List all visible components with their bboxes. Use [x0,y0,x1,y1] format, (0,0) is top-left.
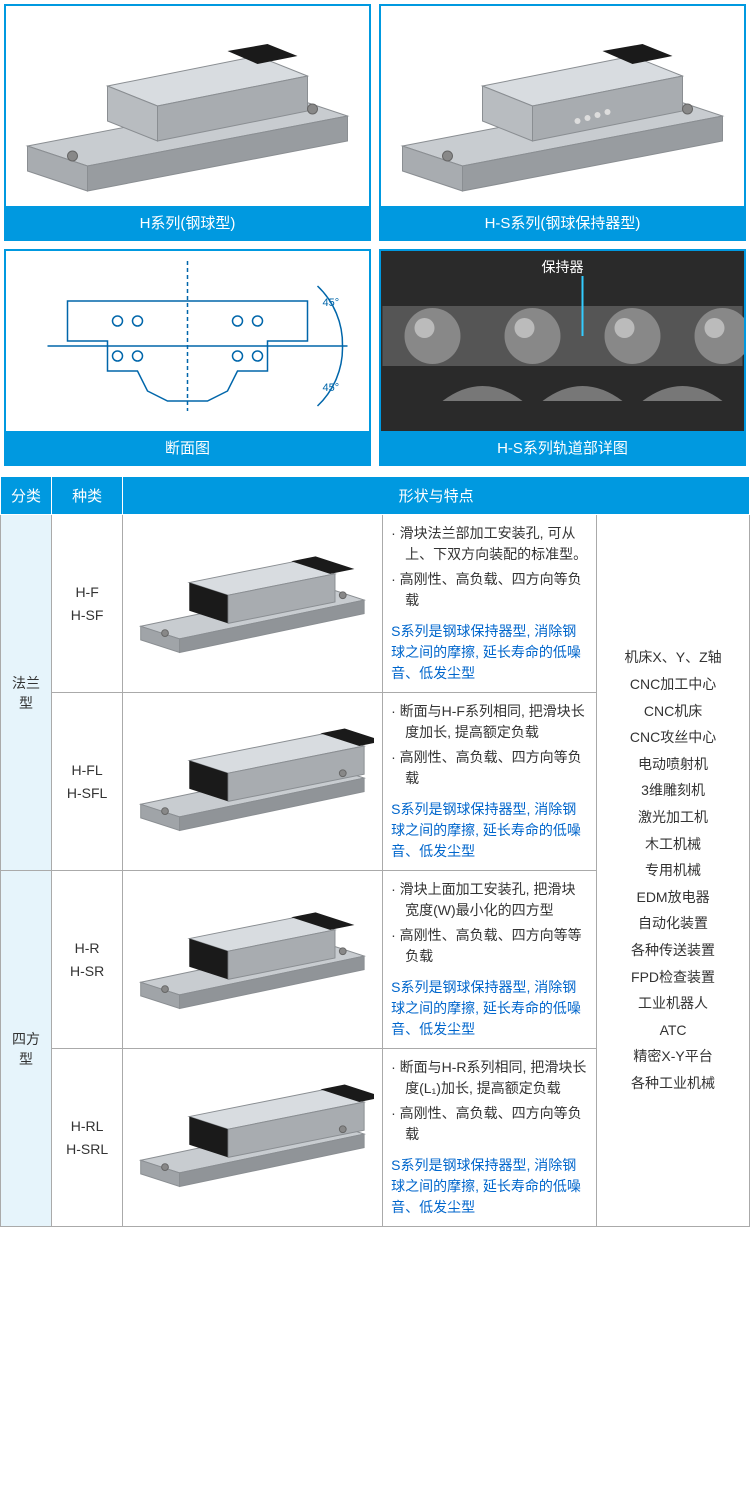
application-item: 工业机器人 [605,990,741,1017]
image-cell [123,693,383,871]
type-cell: H-RH-SR [51,871,122,1049]
image-cell [123,515,383,693]
applications-cell: 机床X、Y、Z轴CNC加工中心CNC机床CNC攻丝中心电动喷射机3维雕刻机激光加… [597,515,750,1227]
image-cell [123,871,383,1049]
image-cell [123,1049,383,1227]
spec-table: 分类 种类 形状与特点 法兰型 H-FH-SF · 滑块法兰部加工安装孔, 可从… [0,476,750,1227]
figure-h-series: H系列(钢球型) [4,4,371,241]
desc-cell: · 断面与H-F系列相同, 把滑块长度加长, 提高额定负载 · 高刚性、高负载、… [383,693,597,871]
category-cell: 四方型 [1,871,52,1227]
figure-image: 保持器 [381,251,744,431]
desc-cell: · 滑块上面加工安装孔, 把滑块宽度(W)最小化的四方型 · 高刚性、高负载、四… [383,871,597,1049]
header-shape: 形状与特点 [123,477,750,515]
type-cell: H-FLH-SFL [51,693,122,871]
application-item: 电动喷射机 [605,751,741,778]
retainer-label: 保持器 [381,257,744,277]
type-cell: H-RLH-SRL [51,1049,122,1227]
figure-retainer-detail: 保持器 H-S系列轨道部详图 [379,249,746,466]
header-type: 种类 [51,477,122,515]
application-item: CNC机床 [605,698,741,725]
application-item: 各种工业机械 [605,1070,741,1097]
application-item: CNC加工中心 [605,671,741,698]
header-category: 分类 [1,477,52,515]
figure-caption: 断面图 [6,431,369,464]
figure-hs-series: H-S系列(钢球保持器型) [379,4,746,241]
category-cell: 法兰型 [1,515,52,871]
figure-image: 45° 45° [6,251,369,431]
application-item: 激光加工机 [605,804,741,831]
desc-cell: · 断面与H-R系列相同, 把滑块长度(L₁)加长, 提高额定负载 · 高刚性、… [383,1049,597,1227]
figure-image [381,6,744,206]
angle-label: 45° [323,382,340,394]
application-item: 机床X、Y、Z轴 [605,644,741,671]
figure-caption: H系列(钢球型) [6,206,369,239]
application-item: EDM放电器 [605,884,741,911]
figure-caption: H-S系列轨道部详图 [381,431,744,464]
application-item: CNC攻丝中心 [605,724,741,751]
desc-cell: · 滑块法兰部加工安装孔, 可从上、下双方向装配的标准型。 · 高刚性、高负载、… [383,515,597,693]
figure-grid: H系列(钢球型) H-S系列(钢球保持器型) [0,0,750,470]
application-item: 各种传送装置 [605,937,741,964]
figure-section: 45° 45° 断面图 [4,249,371,466]
application-item: 3维雕刻机 [605,777,741,804]
figure-caption: H-S系列(钢球保持器型) [381,206,744,239]
angle-label: 45° [323,297,340,309]
table-header-row: 分类 种类 形状与特点 [1,477,750,515]
application-item: 专用机械 [605,857,741,884]
application-item: ATC [605,1017,741,1044]
application-item: 精密X-Y平台 [605,1043,741,1070]
table-row: 法兰型 H-FH-SF · 滑块法兰部加工安装孔, 可从上、下双方向装配的标准型… [1,515,750,693]
application-item: FPD检查装置 [605,964,741,991]
figure-image [6,6,369,206]
type-cell: H-FH-SF [51,515,122,693]
application-item: 自动化装置 [605,910,741,937]
application-item: 木工机械 [605,831,741,858]
